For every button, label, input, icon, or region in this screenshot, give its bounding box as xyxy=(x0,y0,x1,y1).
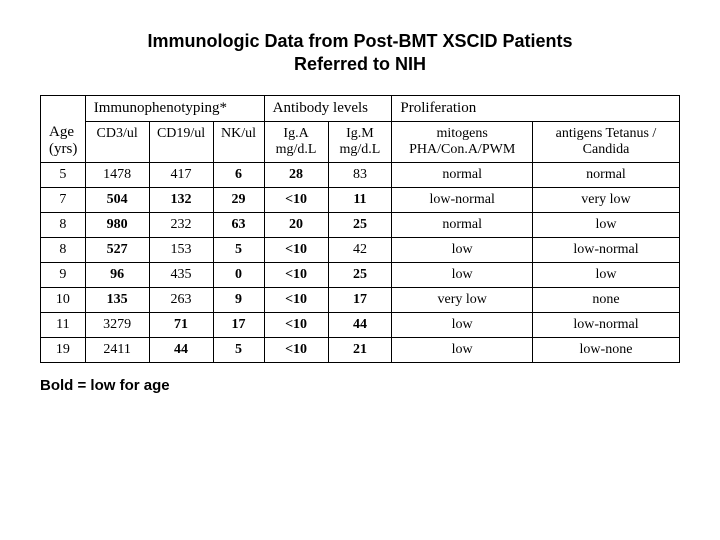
col-header-age: Age (yrs) xyxy=(41,95,86,162)
cell-cd19: 232 xyxy=(149,212,213,237)
col-header-cd3: CD3/ul xyxy=(85,121,149,162)
cell-cd19: 435 xyxy=(149,262,213,287)
cell-age: 11 xyxy=(41,312,86,337)
col-header-mitogens: mitogens PHA/Con.A/PWM xyxy=(392,121,533,162)
cell-age: 7 xyxy=(41,187,86,212)
cell-cd3: 2411 xyxy=(85,337,149,362)
cell-cd3: 504 xyxy=(85,187,149,212)
cell-antigens: very low xyxy=(532,187,679,212)
table-row: 192411445<1021lowlow-none xyxy=(41,337,680,362)
cell-cd3: 135 xyxy=(85,287,149,312)
col-header-cd19: CD19/ul xyxy=(149,121,213,162)
title-line-2: Referred to NIH xyxy=(294,54,426,74)
cell-nk: 6 xyxy=(213,162,264,187)
cell-nk: 63 xyxy=(213,212,264,237)
cell-mitogens: low xyxy=(392,337,533,362)
footnote: Bold = low for age xyxy=(40,377,680,394)
table-row: 8980232632025normallow xyxy=(41,212,680,237)
col-header-antigens: antigens Tetanus / Candida xyxy=(532,121,679,162)
cell-mitogens: normal xyxy=(392,162,533,187)
group-header-immuno: Immunophenotyping* xyxy=(85,95,264,121)
cell-antigens: low xyxy=(532,212,679,237)
cell-cd19: 132 xyxy=(149,187,213,212)
cell-mitogens: low-normal xyxy=(392,187,533,212)
cell-age: 19 xyxy=(41,337,86,362)
cell-mitogens: low xyxy=(392,262,533,287)
cell-nk: 29 xyxy=(213,187,264,212)
cell-mitogens: low xyxy=(392,237,533,262)
cell-cd19: 263 xyxy=(149,287,213,312)
group-header-antibody: Antibody levels xyxy=(264,95,392,121)
group-header-prolif: Proliferation xyxy=(392,95,680,121)
cell-igm: 44 xyxy=(328,312,392,337)
cell-iga: <10 xyxy=(264,237,328,262)
cell-antigens: low xyxy=(532,262,679,287)
cell-iga: <10 xyxy=(264,312,328,337)
cell-antigens: low-normal xyxy=(532,237,679,262)
cell-age: 10 xyxy=(41,287,86,312)
title-line-1: Immunologic Data from Post-BMT XSCID Pat… xyxy=(147,31,572,51)
cell-iga: 20 xyxy=(264,212,328,237)
cell-age: 9 xyxy=(41,262,86,287)
cell-cd3: 3279 xyxy=(85,312,149,337)
cell-antigens: low-none xyxy=(532,337,679,362)
col-header-nk: NK/ul xyxy=(213,121,264,162)
cell-cd19: 153 xyxy=(149,237,213,262)
table-row: 9964350<1025lowlow xyxy=(41,262,680,287)
cell-cd3: 527 xyxy=(85,237,149,262)
cell-cd3: 1478 xyxy=(85,162,149,187)
cell-antigens: low-normal xyxy=(532,312,679,337)
cell-cd3: 96 xyxy=(85,262,149,287)
cell-iga: <10 xyxy=(264,262,328,287)
table-row: 1132797117<1044lowlow-normal xyxy=(41,312,680,337)
cell-mitogens: very low xyxy=(392,287,533,312)
data-table: Age (yrs) Immunophenotyping* Antibody le… xyxy=(40,95,680,363)
cell-cd19: 44 xyxy=(149,337,213,362)
cell-igm: 25 xyxy=(328,212,392,237)
page-container: Immunologic Data from Post-BMT XSCID Pat… xyxy=(0,0,720,394)
cell-iga: <10 xyxy=(264,187,328,212)
table-row: 85271535<1042lowlow-normal xyxy=(41,237,680,262)
cell-mitogens: low xyxy=(392,312,533,337)
cell-age: 8 xyxy=(41,237,86,262)
group-header-row: Age (yrs) Immunophenotyping* Antibody le… xyxy=(41,95,680,121)
col-header-igm: Ig.M mg/d.L xyxy=(328,121,392,162)
cell-igm: 21 xyxy=(328,337,392,362)
cell-igm: 42 xyxy=(328,237,392,262)
cell-nk: 5 xyxy=(213,337,264,362)
table-row: 101352639<1017very lownone xyxy=(41,287,680,312)
cell-igm: 83 xyxy=(328,162,392,187)
cell-nk: 0 xyxy=(213,262,264,287)
cell-iga: <10 xyxy=(264,287,328,312)
cell-igm: 25 xyxy=(328,262,392,287)
cell-cd19: 417 xyxy=(149,162,213,187)
cell-age: 8 xyxy=(41,212,86,237)
cell-antigens: normal xyxy=(532,162,679,187)
table-row: 5147841762883normalnormal xyxy=(41,162,680,187)
col-header-iga: Ig.A mg/d.L xyxy=(264,121,328,162)
cell-age: 5 xyxy=(41,162,86,187)
cell-cd19: 71 xyxy=(149,312,213,337)
cell-iga: <10 xyxy=(264,337,328,362)
cell-cd3: 980 xyxy=(85,212,149,237)
cell-nk: 9 xyxy=(213,287,264,312)
cell-mitogens: normal xyxy=(392,212,533,237)
table-row: 750413229<1011low-normalvery low xyxy=(41,187,680,212)
page-title: Immunologic Data from Post-BMT XSCID Pat… xyxy=(40,30,680,77)
cell-antigens: none xyxy=(532,287,679,312)
col-header-row: CD3/ul CD19/ul NK/ul Ig.A mg/d.L Ig.M mg… xyxy=(41,121,680,162)
cell-igm: 11 xyxy=(328,187,392,212)
cell-nk: 5 xyxy=(213,237,264,262)
cell-iga: 28 xyxy=(264,162,328,187)
cell-nk: 17 xyxy=(213,312,264,337)
cell-igm: 17 xyxy=(328,287,392,312)
